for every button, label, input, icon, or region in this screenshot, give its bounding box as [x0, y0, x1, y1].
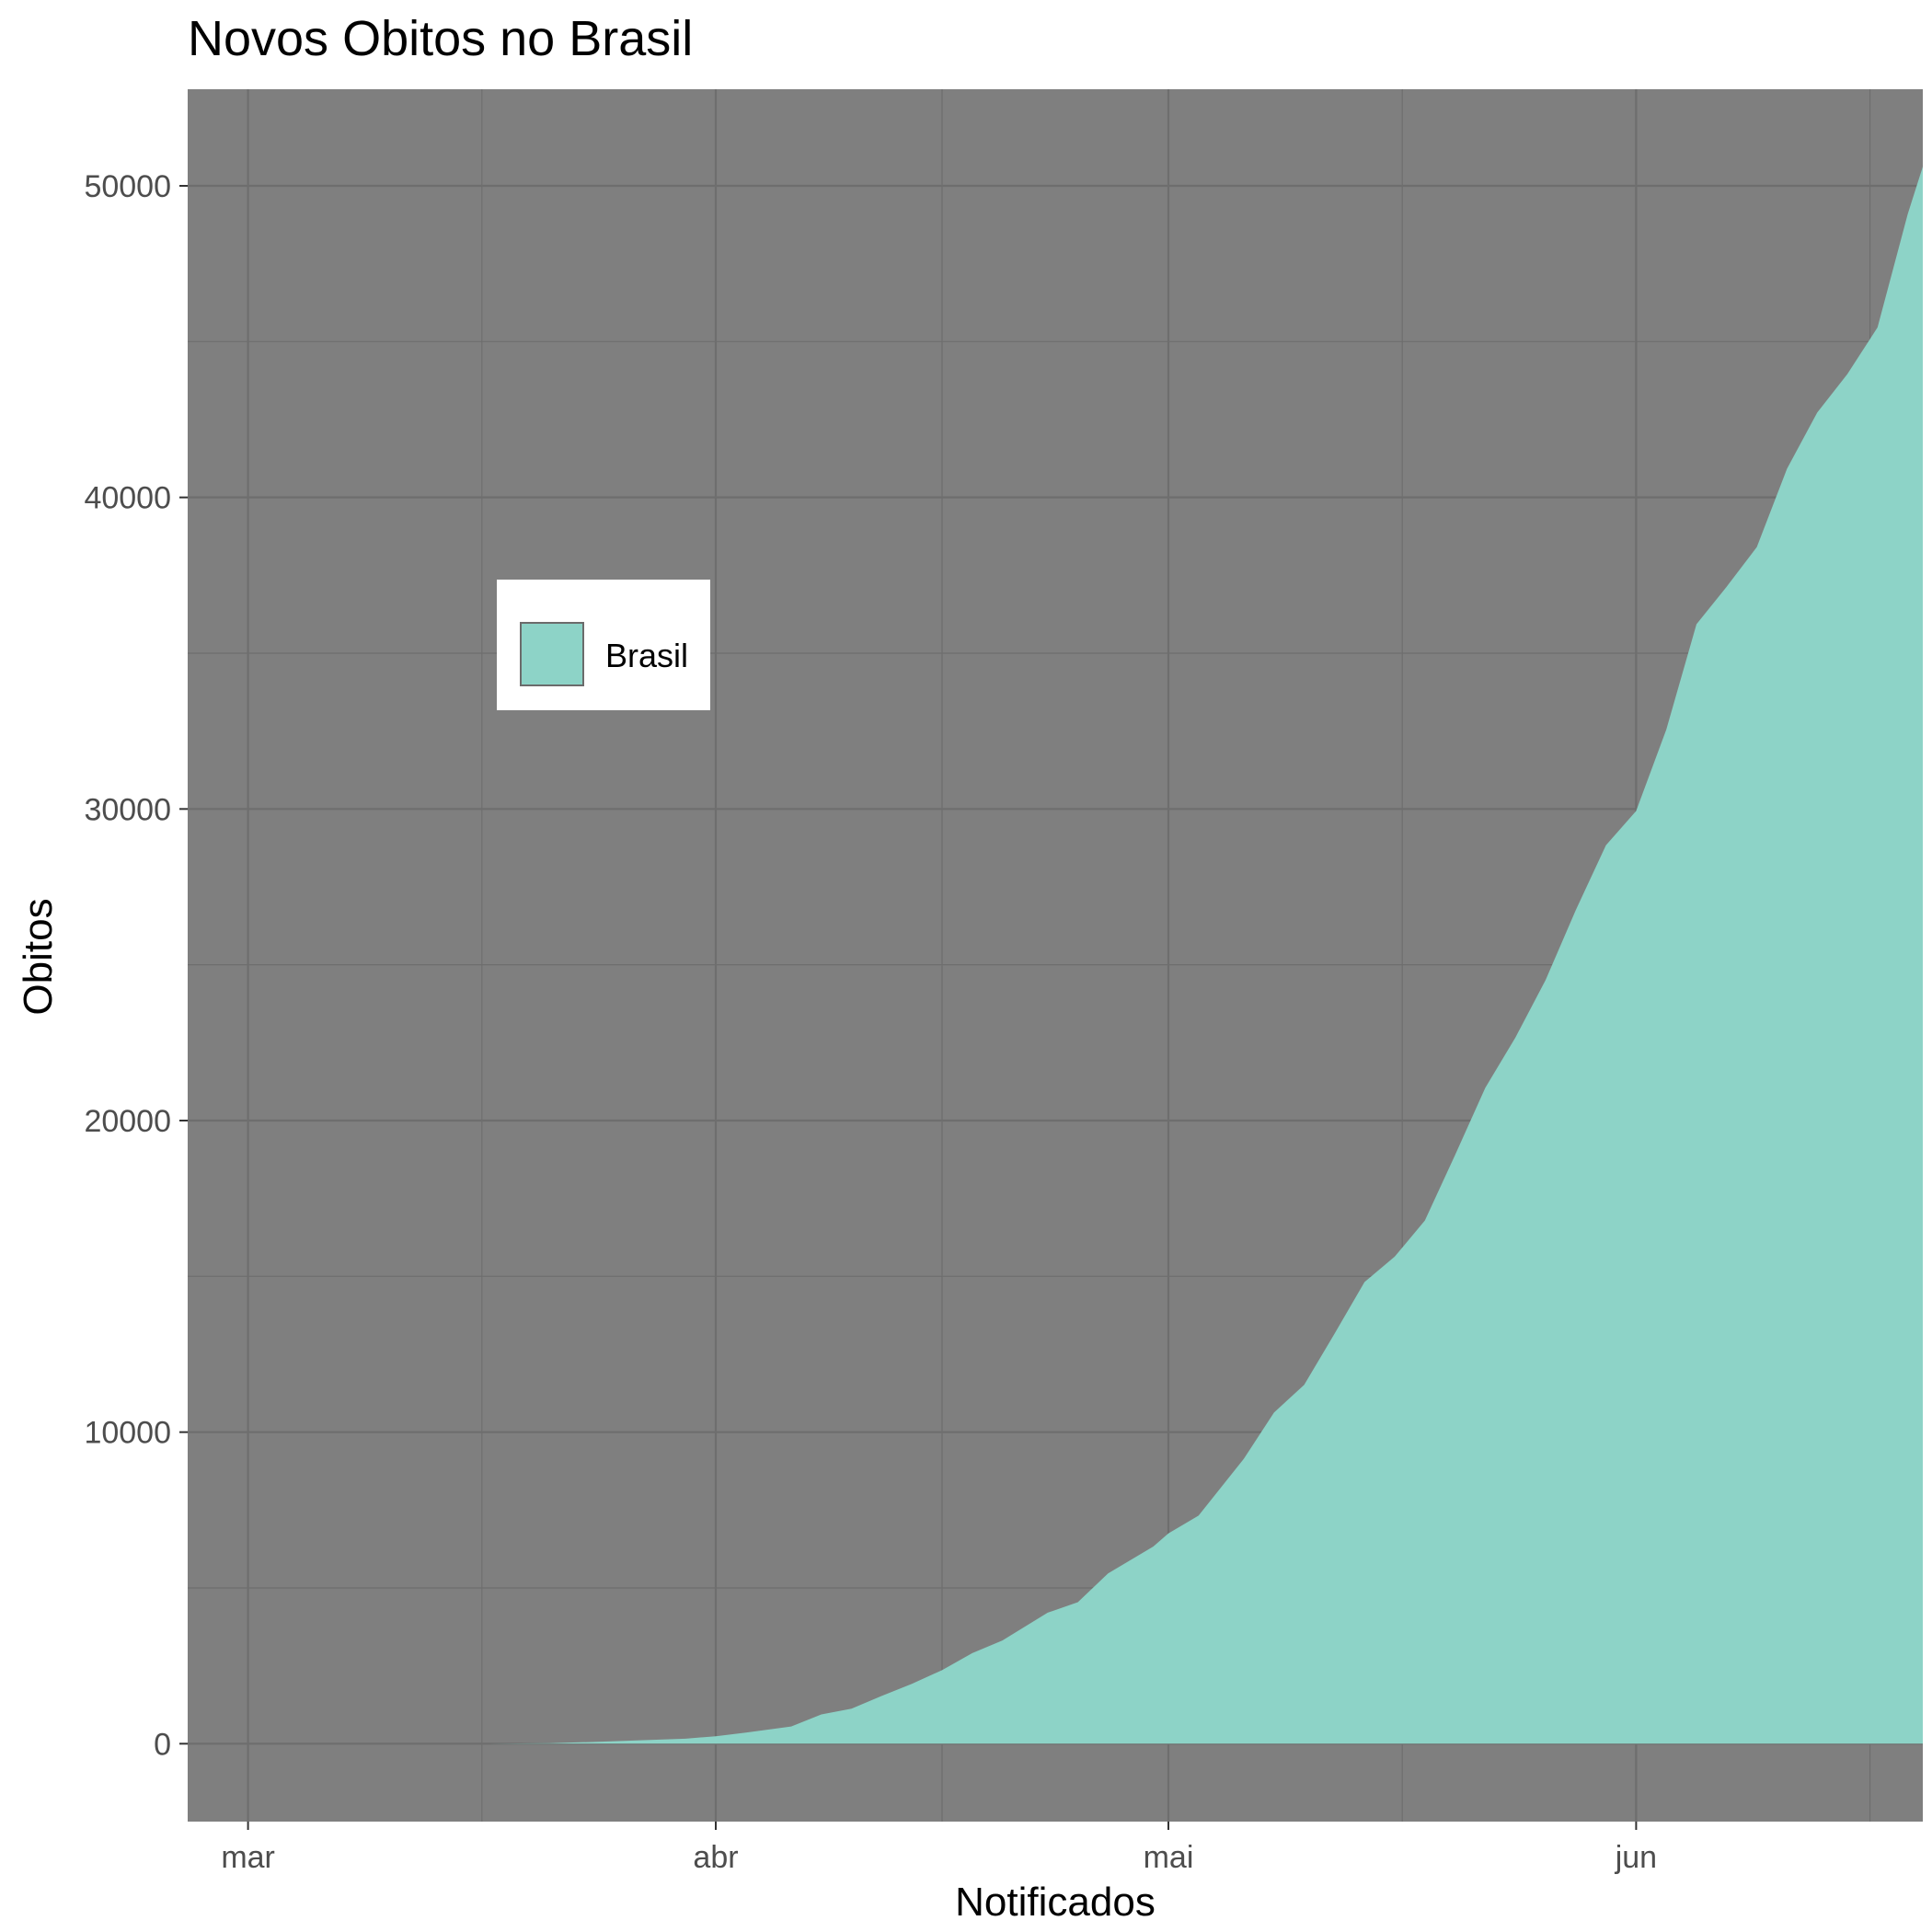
- legend: Brasil: [497, 580, 710, 710]
- x-tick-label: abr: [693, 1840, 738, 1875]
- y-tick-label: 30000: [84, 792, 171, 827]
- y-tick-label: 40000: [84, 481, 171, 516]
- x-axis-title: Notificados: [955, 1880, 1156, 1925]
- y-axis-title: Obitos: [16, 898, 61, 1015]
- chart-title: Novos Obitos no Brasil: [188, 11, 693, 66]
- x-axis: mar abr mai jun: [221, 1822, 1657, 1875]
- legend-key-brasil: [520, 622, 584, 686]
- x-tick-label: jun: [1615, 1840, 1657, 1875]
- y-axis: 0 10000 20000 30000 40000 50000: [84, 169, 188, 1762]
- y-tick-label: 10000: [84, 1416, 171, 1451]
- x-tick-label: mai: [1144, 1840, 1194, 1875]
- legend-label-brasil: Brasil: [605, 637, 688, 674]
- y-tick-label: 50000: [84, 169, 171, 204]
- y-tick-label: 0: [154, 1727, 171, 1762]
- x-tick-label: mar: [221, 1840, 275, 1875]
- y-tick-label: 20000: [84, 1104, 171, 1139]
- series-area-brasil: [489, 167, 1923, 1744]
